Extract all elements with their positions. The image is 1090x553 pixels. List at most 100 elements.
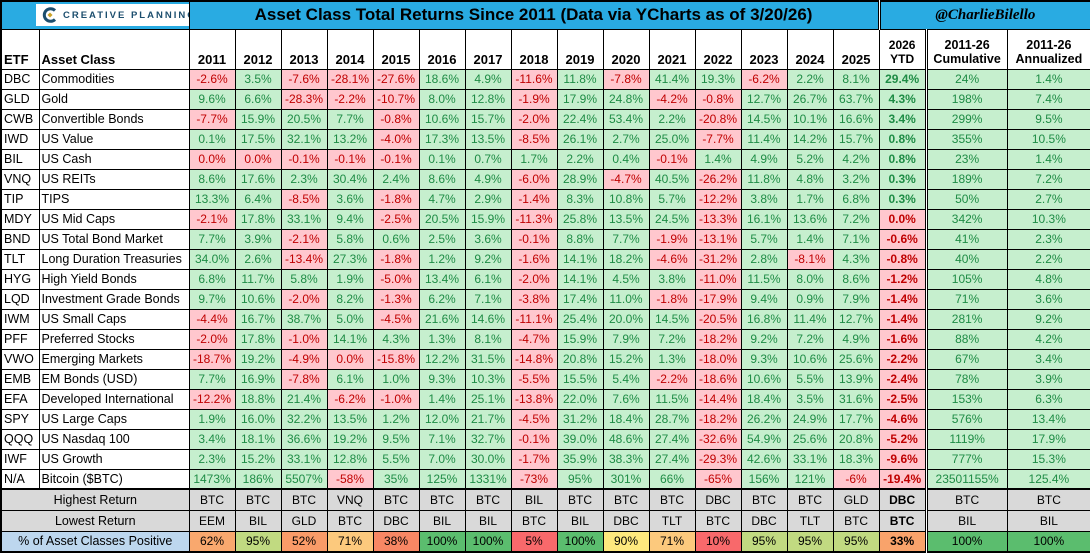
ytd-return-cell: 0.3% — [878, 168, 927, 190]
return-cell: -29.3% — [694, 448, 742, 470]
return-cell: 3.5% — [234, 68, 282, 90]
col-header-year-2012: 2012 — [234, 28, 282, 70]
return-cell: 3.6% — [326, 188, 374, 210]
return-cell: 6.8% — [832, 188, 880, 210]
col-header-year-2021: 2021 — [648, 28, 696, 70]
return-cell: 2.3% — [280, 168, 328, 190]
cumulative-return-cell: 576% — [924, 408, 1008, 430]
return-cell: 6.8% — [188, 268, 236, 290]
return-cell: -58% — [326, 468, 374, 490]
summary-cell: BTC — [556, 488, 604, 511]
summary-cell: 100% — [556, 530, 604, 553]
return-cell: 6.1% — [326, 368, 374, 390]
return-cell: -18.6% — [694, 368, 742, 390]
return-cell: 9.3% — [418, 368, 466, 390]
return-cell: 38.7% — [280, 308, 328, 330]
return-cell: 8.6% — [832, 268, 880, 290]
col-header-year-2025: 2025 — [832, 28, 880, 70]
return-cell: 30.0% — [464, 448, 512, 470]
return-cell: -11.3% — [510, 208, 558, 230]
asset-row-tip: TIP TIPS 13.3% 6.4% -8.5% 3.6% -1.8% 4.7% 2.9% -1… — [0, 188, 1090, 210]
return-cell: -6.0% — [510, 168, 558, 190]
asset-class-name: Commodities — [38, 68, 190, 90]
annualized-return-cell: 17.9% — [1006, 428, 1090, 450]
return-cell: 11.8% — [556, 68, 604, 90]
asset-class-name: Bitcoin ($BTC) — [38, 468, 190, 490]
return-cell: 8.0% — [786, 268, 834, 290]
ytd-return-cell: 0.8% — [878, 148, 927, 170]
return-cell: 8.6% — [418, 168, 466, 190]
return-cell: 12.0% — [418, 408, 466, 430]
return-cell: -4.0% — [372, 128, 420, 150]
return-cell: 7.7% — [326, 108, 374, 130]
return-cell: 15.2% — [234, 448, 282, 470]
return-cell: 5.4% — [602, 368, 650, 390]
summary-label: Lowest Return — [0, 509, 190, 532]
asset-row-emb: EMB EM Bonds (USD) 7.7% 16.9% -7.8% 6.1% 1.0% 9… — [0, 368, 1090, 390]
etf-ticker: EMB — [0, 368, 40, 390]
etf-ticker: MDY — [0, 208, 40, 230]
return-cell: -26.2% — [694, 168, 742, 190]
return-cell: 1.7% — [510, 148, 558, 170]
return-cell: 10.1% — [786, 108, 834, 130]
summary-cell: BIL — [234, 509, 282, 532]
return-cell: 1331% — [464, 468, 512, 490]
asset-class-name: Preferred Stocks — [38, 328, 190, 350]
return-cell: 7.7% — [602, 228, 650, 250]
return-cell: 12.2% — [418, 348, 466, 370]
summary-cell: BIL — [1006, 509, 1090, 532]
ytd-return-cell: 0.8% — [878, 128, 927, 150]
return-cell: 15.2% — [602, 348, 650, 370]
return-cell: -6.2% — [740, 68, 788, 90]
return-cell: -2.0% — [510, 108, 558, 130]
asset-class-name: US Cash — [38, 148, 190, 170]
return-cell: 2.8% — [740, 248, 788, 270]
asset-class-name: Gold — [38, 88, 190, 110]
return-cell: 16.6% — [832, 108, 880, 130]
summary-cell: VNQ — [326, 488, 374, 511]
return-cell: -4.9% — [280, 348, 328, 370]
return-cell: 32.7% — [464, 428, 512, 450]
return-cell: 11.4% — [740, 128, 788, 150]
return-cell: 11.4% — [786, 308, 834, 330]
logo-text: CREATIVE PLANNING — [63, 9, 189, 21]
return-cell: -2.0% — [510, 268, 558, 290]
return-cell: -0.1% — [648, 148, 696, 170]
return-cell: 301% — [602, 468, 650, 490]
return-cell: 36.6% — [280, 428, 328, 450]
creative-planning-logo: CREATIVE PLANNING — [36, 4, 189, 27]
cumulative-return-cell: 23% — [924, 148, 1008, 170]
col-header-etf: ETF — [0, 28, 40, 70]
return-cell: 15.9% — [234, 108, 282, 130]
return-cell: 9.6% — [188, 88, 236, 110]
etf-ticker: IWD — [0, 128, 40, 150]
asset-class-name: US Small Caps — [38, 308, 190, 330]
return-cell: 3.8% — [648, 268, 696, 290]
return-cell: 1.4% — [786, 228, 834, 250]
return-cell: 9.2% — [740, 328, 788, 350]
return-cell: 7.0% — [418, 448, 466, 470]
etf-ticker: BND — [0, 228, 40, 250]
return-cell: 4.2% — [832, 148, 880, 170]
ytd-return-cell: -2.2% — [878, 348, 927, 370]
asset-row-tlt: TLT Long Duration Treasuries 34.0% 2.6% -13.… — [0, 248, 1090, 270]
summary-cell: 10% — [694, 530, 742, 553]
return-cell: -15.8% — [372, 348, 420, 370]
annualized-return-cell: 3.6% — [1006, 288, 1090, 310]
return-cell: -8.5% — [510, 128, 558, 150]
summary-cell: GLD — [280, 509, 328, 532]
etf-ticker: DBC — [0, 68, 40, 90]
return-cell: 27.4% — [648, 448, 696, 470]
cumulative-return-cell: 189% — [924, 168, 1008, 190]
ytd-return-cell: -1.2% — [878, 268, 927, 290]
return-cell: 18.4% — [602, 408, 650, 430]
return-cell: 20.0% — [602, 308, 650, 330]
return-cell: 2.9% — [464, 188, 512, 210]
summary-cell: BIL — [418, 509, 466, 532]
asset-row-mdy: MDY US Mid Caps -2.1% 17.8% 33.1% 9.4% -2.5% 20… — [0, 208, 1090, 230]
return-cell: -1.0% — [372, 388, 420, 410]
summary-cell: 100% — [418, 530, 466, 553]
ytd-return-cell: 3.4% — [878, 108, 927, 130]
return-cell: -8.1% — [786, 248, 834, 270]
return-cell: 14.5% — [648, 308, 696, 330]
